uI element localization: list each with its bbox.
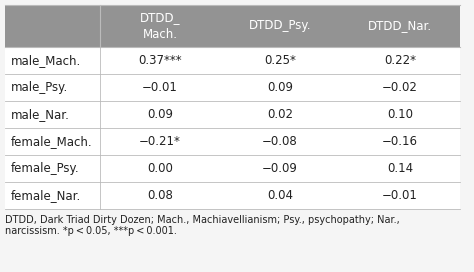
Bar [5,128,460,155]
Text: −0.21*: −0.21* [139,135,181,148]
Bar [5,47,460,74]
Text: narcissism. *p < 0.05, ***p < 0.001.: narcissism. *p < 0.05, ***p < 0.001. [5,226,177,236]
Text: −0.01: −0.01 [382,189,418,202]
Text: female_Psy.: female_Psy. [11,162,80,175]
Bar [5,155,460,182]
Text: DTDD_Psy.: DTDD_Psy. [249,20,311,32]
Text: 0.22*: 0.22* [384,54,416,67]
Bar [5,182,460,209]
Text: 0.09: 0.09 [147,108,173,121]
Text: −0.01: −0.01 [142,81,178,94]
Text: female_Mach.: female_Mach. [11,135,92,148]
Text: 0.14: 0.14 [387,162,413,175]
Text: −0.08: −0.08 [262,135,298,148]
Text: 0.00: 0.00 [147,162,173,175]
Text: 0.02: 0.02 [267,108,293,121]
Text: male_Mach.: male_Mach. [11,54,81,67]
Text: −0.09: −0.09 [262,162,298,175]
Bar [5,5,460,47]
Text: −0.16: −0.16 [382,135,418,148]
Text: 0.37***: 0.37*** [138,54,182,67]
Text: 0.25*: 0.25* [264,54,296,67]
Text: DTDD_Nar.: DTDD_Nar. [368,20,432,32]
Text: DTDD, Dark Triad Dirty Dozen; Mach., Machiavellianism; Psy., psychopathy; Nar.,: DTDD, Dark Triad Dirty Dozen; Mach., Mac… [5,215,400,225]
Text: female_Nar.: female_Nar. [11,189,81,202]
Bar [5,74,460,101]
Text: 0.10: 0.10 [387,108,413,121]
Text: 0.08: 0.08 [147,189,173,202]
Text: 0.09: 0.09 [267,81,293,94]
Text: male_Nar.: male_Nar. [11,108,70,121]
Text: 0.04: 0.04 [267,189,293,202]
Text: DTDD_
Mach.: DTDD_ Mach. [140,11,180,41]
Text: male_Psy.: male_Psy. [11,81,68,94]
Bar [5,101,460,128]
Text: −0.02: −0.02 [382,81,418,94]
